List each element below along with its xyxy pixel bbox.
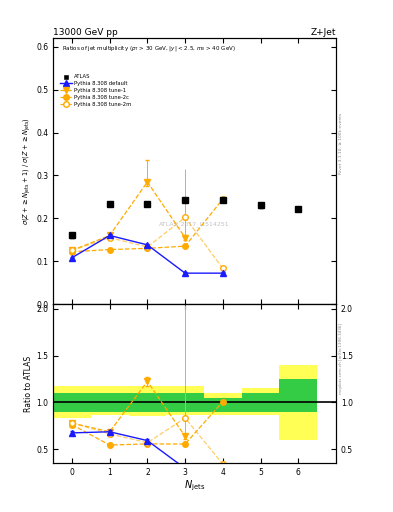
X-axis label: $N_\mathrm{jets}$: $N_\mathrm{jets}$ [184,479,205,493]
Text: 13000 GeV pp: 13000 GeV pp [53,28,118,37]
Text: Ratios of jet multiplicity ($p_\mathrm{T}$ > 30 GeV, $|y|$ < 2.5, $m_{ll}$ > 40 : Ratios of jet multiplicity ($p_\mathrm{T… [62,44,235,53]
Text: Rivet 3.1.10, ≥ 100k events: Rivet 3.1.10, ≥ 100k events [339,113,343,174]
Text: ATLAS_2017_I1514251: ATLAS_2017_I1514251 [159,222,230,227]
Text: mcplots.cern.ch [arXiv:1306.3436]: mcplots.cern.ch [arXiv:1306.3436] [339,323,343,394]
Text: Z+Jet: Z+Jet [310,28,336,37]
Legend: ATLAS, Pythia 8.308 default, Pythia 8.308 tune-1, Pythia 8.308 tune-2c, Pythia 8: ATLAS, Pythia 8.308 default, Pythia 8.30… [59,73,133,109]
Y-axis label: $\sigma(Z + \geq N_\mathrm{jets}+1)\ /\ \sigma(Z + \geq N_\mathrm{jets})$: $\sigma(Z + \geq N_\mathrm{jets}+1)\ /\ … [22,117,33,225]
Y-axis label: Ratio to ATLAS: Ratio to ATLAS [24,356,33,412]
